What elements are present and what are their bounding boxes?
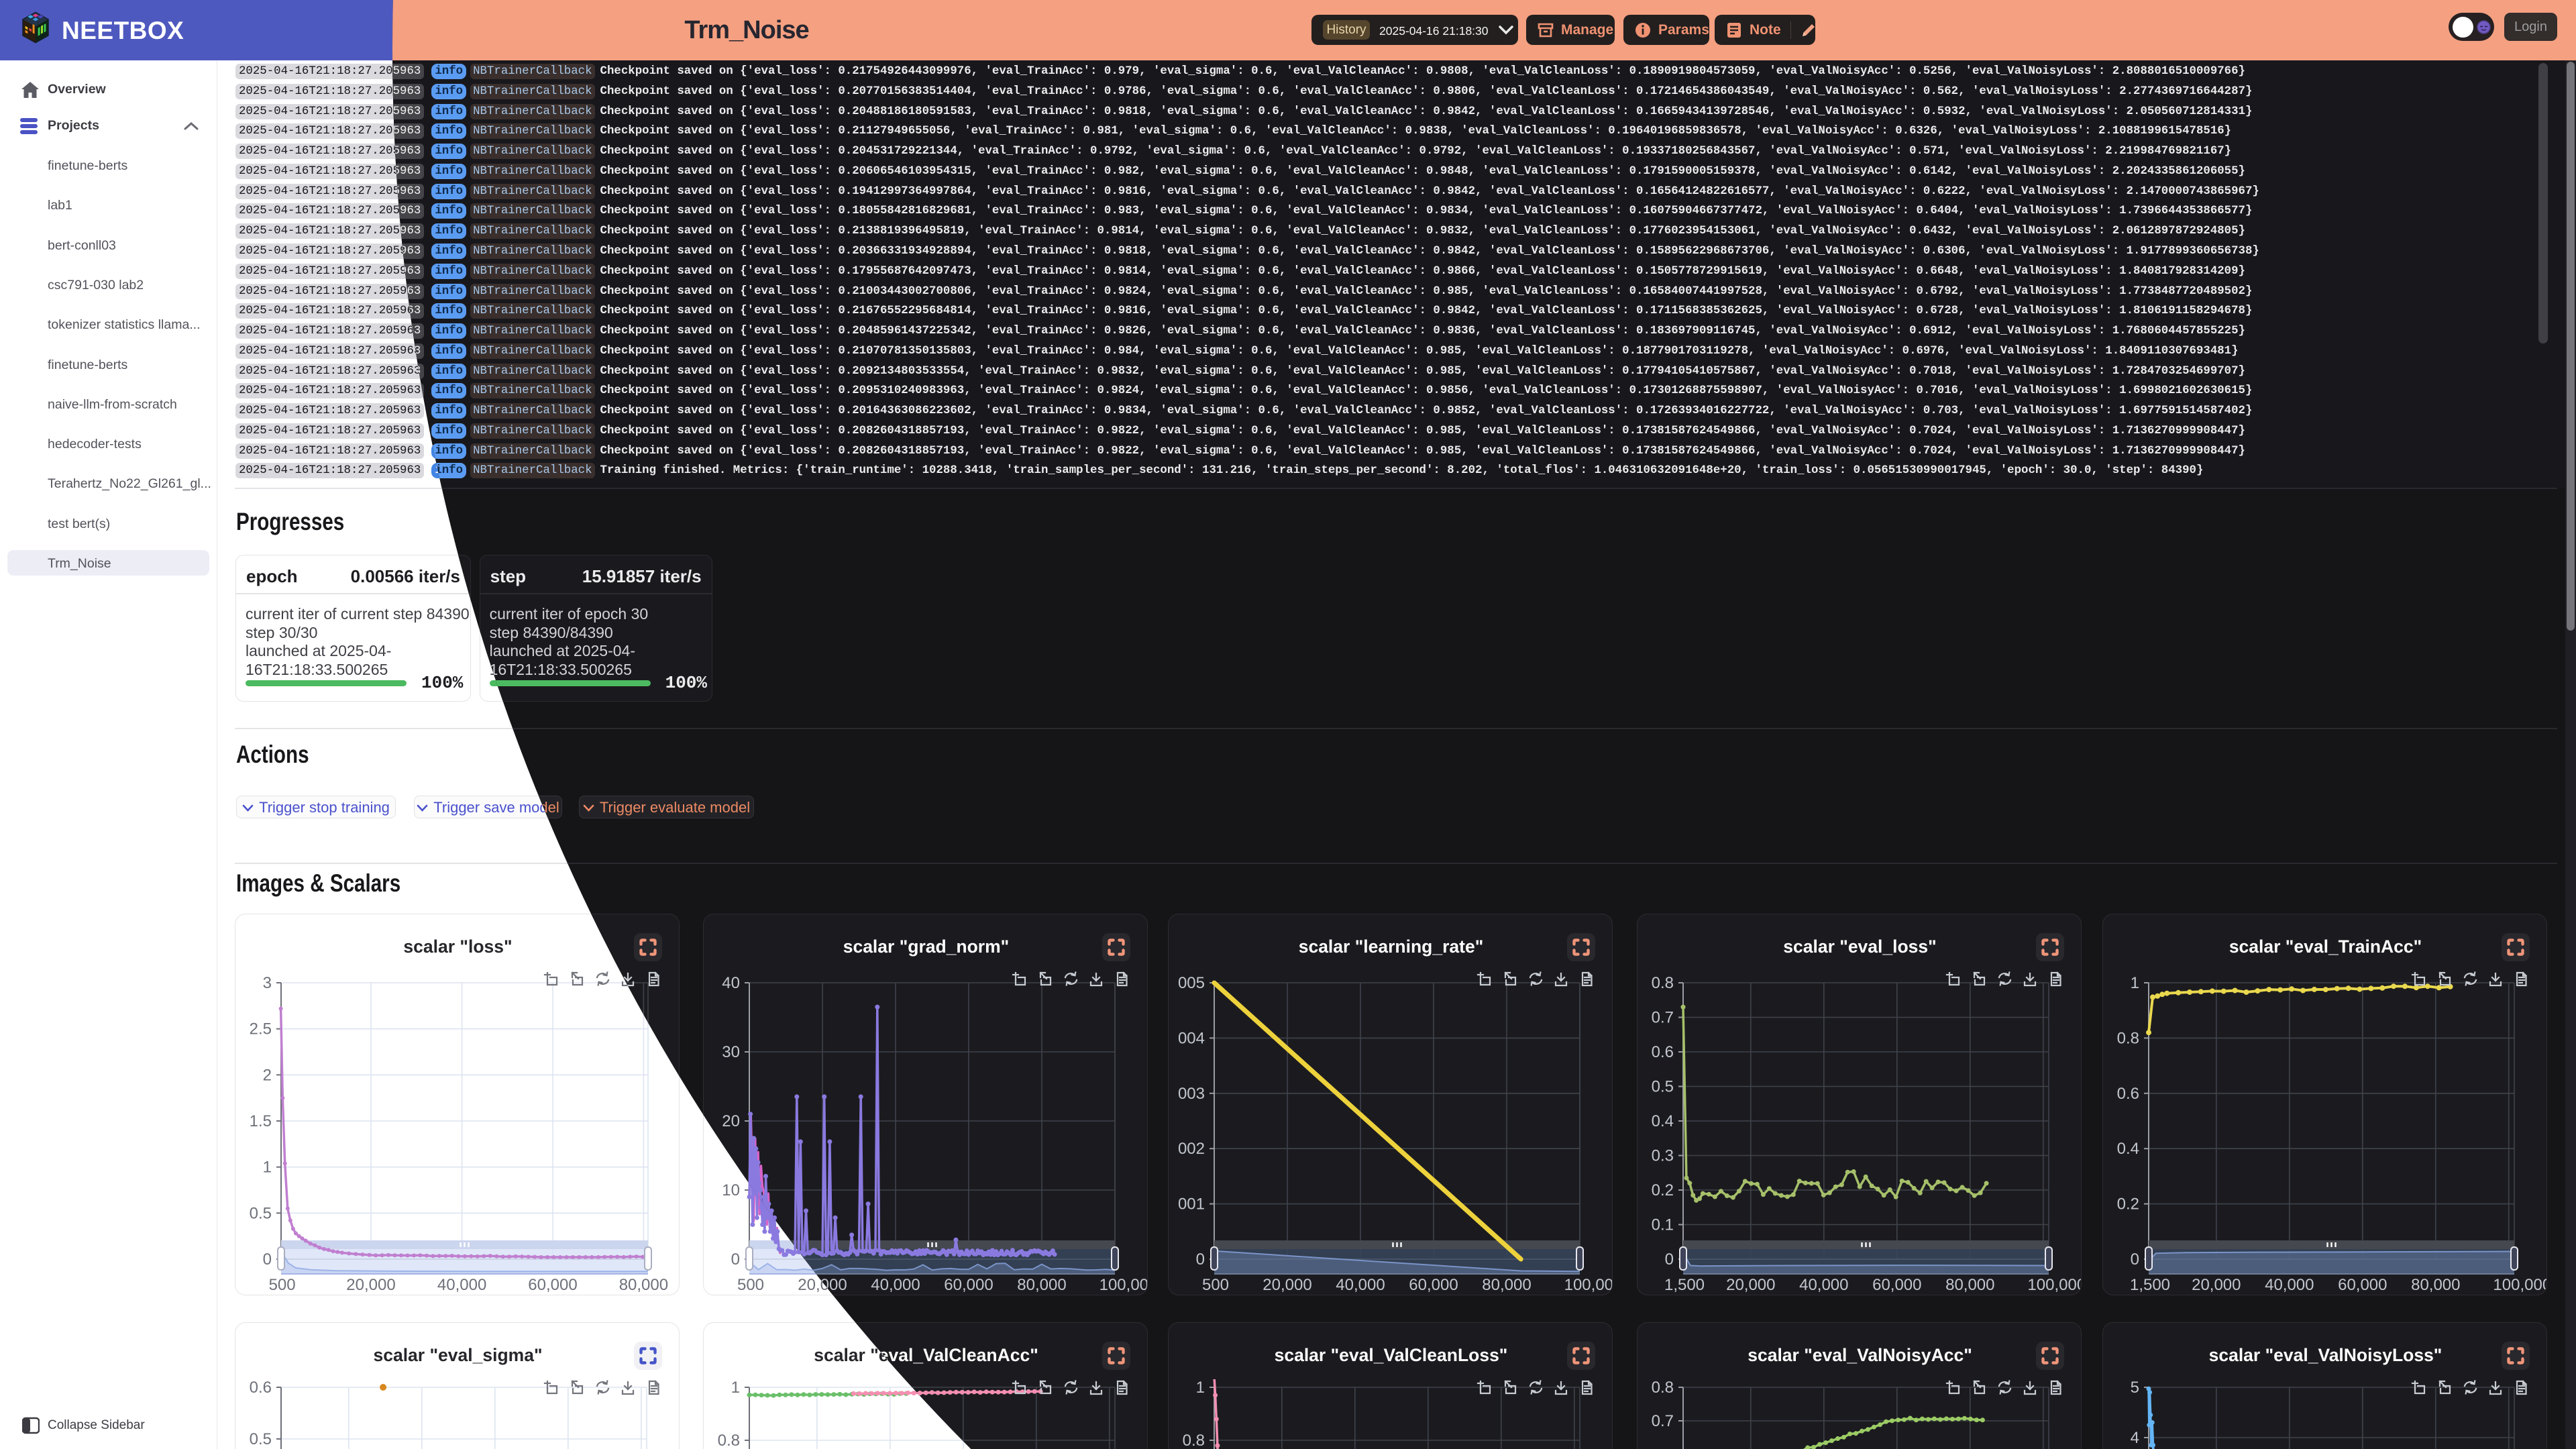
svg-text:20,000: 20,000 — [1726, 1276, 1775, 1294]
svg-text:80,000: 80,000 — [619, 1276, 668, 1294]
svg-text:0.8: 0.8 — [718, 1432, 740, 1449]
svg-text:0.8: 0.8 — [1652, 974, 1674, 992]
svg-text:0.7: 0.7 — [1652, 1412, 1674, 1430]
svg-text:0.8: 0.8 — [2117, 1029, 2139, 1047]
svg-text:100,000: 100,000 — [1099, 1276, 1148, 1294]
svg-text:0.2: 0.2 — [1652, 1181, 1674, 1199]
svg-text:40,000: 40,000 — [2265, 1276, 2314, 1294]
svg-text:20: 20 — [722, 1112, 740, 1130]
svg-text:0.1: 0.1 — [1652, 1216, 1674, 1234]
svg-text:100,000: 100,000 — [2027, 1276, 2082, 1294]
svg-text:20,000: 20,000 — [1263, 1276, 1311, 1294]
svg-text:004: 004 — [1178, 1029, 1205, 1047]
svg-text:60,000: 60,000 — [944, 1276, 993, 1294]
svg-text:003: 003 — [1178, 1085, 1205, 1103]
svg-text:1: 1 — [2131, 974, 2139, 992]
svg-text:0.3: 0.3 — [1652, 1147, 1674, 1165]
svg-text:1,500: 1,500 — [1664, 1276, 1705, 1294]
svg-text:80,000: 80,000 — [1017, 1276, 1066, 1294]
svg-text:20,000: 20,000 — [346, 1276, 395, 1294]
svg-text:40: 40 — [722, 974, 740, 992]
svg-text:0.5: 0.5 — [1652, 1078, 1674, 1096]
svg-text:5: 5 — [2131, 1379, 2139, 1397]
svg-text:0: 0 — [1196, 1250, 1205, 1269]
svg-text:2: 2 — [263, 1066, 272, 1084]
svg-text:4: 4 — [2131, 1429, 2139, 1447]
svg-text:80,000: 80,000 — [2411, 1276, 2460, 1294]
svg-text:0.2: 0.2 — [2117, 1195, 2139, 1214]
svg-text:500: 500 — [737, 1276, 764, 1294]
svg-text:30: 30 — [722, 1043, 740, 1061]
svg-text:60,000: 60,000 — [1409, 1276, 1458, 1294]
svg-text:002: 002 — [1178, 1140, 1205, 1158]
svg-text:0.4: 0.4 — [1652, 1112, 1674, 1130]
svg-text:40,000: 40,000 — [871, 1276, 920, 1294]
svg-text:100,000: 100,000 — [1564, 1276, 1613, 1294]
svg-text:80,000: 80,000 — [1482, 1276, 1531, 1294]
svg-text:60,000: 60,000 — [1872, 1276, 1921, 1294]
svg-text:80,000: 80,000 — [1945, 1276, 1994, 1294]
svg-text:0.6: 0.6 — [2117, 1085, 2139, 1103]
svg-text:0: 0 — [731, 1250, 740, 1269]
svg-text:20,000: 20,000 — [2192, 1276, 2241, 1294]
svg-text:001: 001 — [1178, 1195, 1205, 1214]
svg-text:0: 0 — [263, 1250, 272, 1269]
svg-text:0.8: 0.8 — [1652, 1379, 1674, 1397]
svg-text:0.6: 0.6 — [250, 1379, 272, 1397]
svg-text:0.8: 0.8 — [1183, 1432, 1205, 1449]
svg-text:0.5: 0.5 — [250, 1204, 272, 1222]
svg-text:100,000: 100,000 — [2493, 1276, 2547, 1294]
svg-text:0.6: 0.6 — [1652, 1043, 1674, 1061]
svg-text:0.5: 0.5 — [250, 1430, 272, 1448]
svg-text:0.4: 0.4 — [2117, 1140, 2139, 1158]
svg-text:1: 1 — [731, 1379, 740, 1397]
svg-text:3: 3 — [263, 974, 272, 992]
svg-text:60,000: 60,000 — [528, 1276, 577, 1294]
svg-text:2.5: 2.5 — [250, 1020, 272, 1038]
svg-text:1: 1 — [263, 1159, 272, 1177]
svg-text:40,000: 40,000 — [1336, 1276, 1385, 1294]
svg-text:10: 10 — [722, 1181, 740, 1199]
svg-text:500: 500 — [269, 1276, 296, 1294]
svg-text:005: 005 — [1178, 974, 1205, 992]
svg-text:500: 500 — [1202, 1276, 1229, 1294]
svg-text:1,500: 1,500 — [2130, 1276, 2170, 1294]
svg-text:1: 1 — [1196, 1379, 1205, 1397]
svg-text:0: 0 — [1665, 1250, 1674, 1269]
svg-text:40,000: 40,000 — [437, 1276, 486, 1294]
svg-text:40,000: 40,000 — [1799, 1276, 1848, 1294]
svg-text:1.5: 1.5 — [250, 1112, 272, 1130]
svg-text:0.7: 0.7 — [1652, 1009, 1674, 1027]
svg-text:60,000: 60,000 — [2338, 1276, 2387, 1294]
svg-text:0: 0 — [2131, 1250, 2139, 1269]
